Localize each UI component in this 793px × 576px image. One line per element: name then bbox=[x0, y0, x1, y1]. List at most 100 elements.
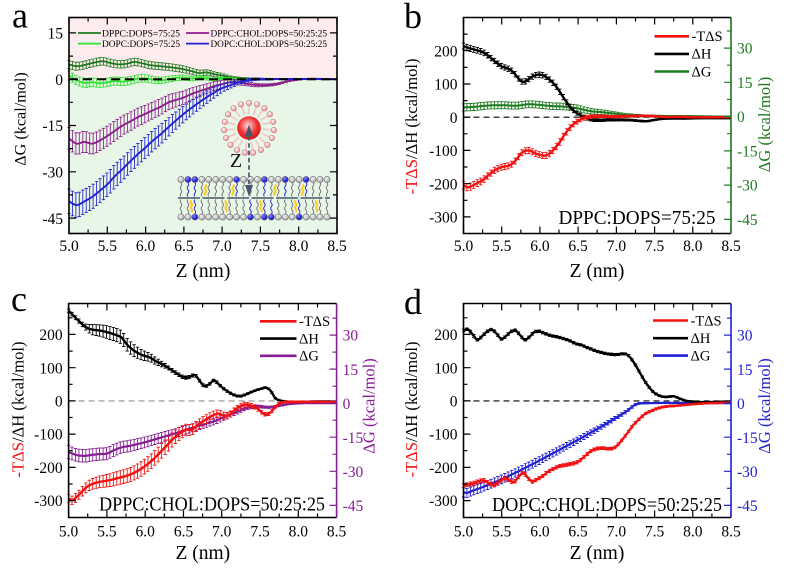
svg-text:8.0: 8.0 bbox=[683, 524, 703, 541]
svg-text:0: 0 bbox=[55, 72, 63, 89]
svg-text:6.5: 6.5 bbox=[568, 524, 588, 541]
svg-text:-300: -300 bbox=[429, 210, 458, 227]
svg-text:7.5: 7.5 bbox=[250, 524, 270, 541]
svg-text:c: c bbox=[11, 279, 27, 319]
svg-text:-30: -30 bbox=[343, 464, 364, 481]
svg-text:-100: -100 bbox=[429, 143, 458, 160]
svg-text:8.0: 8.0 bbox=[683, 238, 703, 255]
svg-text:8.0: 8.0 bbox=[289, 524, 309, 541]
svg-text:30: 30 bbox=[343, 328, 359, 345]
svg-text:-TΔS/ΔH (kcal/mol): -TΔS/ΔH (kcal/mol) bbox=[402, 341, 421, 477]
svg-text:-TΔS/ΔH (kcal/mol): -TΔS/ΔH (kcal/mol) bbox=[402, 58, 421, 194]
svg-text:7.0: 7.0 bbox=[607, 238, 627, 255]
svg-text:5.0: 5.0 bbox=[59, 238, 79, 255]
svg-text:DPPC:CHOL:DOPS=50:25:25: DPPC:CHOL:DOPS=50:25:25 bbox=[99, 495, 325, 516]
svg-text:-200: -200 bbox=[429, 176, 458, 193]
svg-text:-15: -15 bbox=[737, 430, 758, 447]
svg-text:-45: -45 bbox=[42, 211, 63, 228]
svg-text:8.5: 8.5 bbox=[327, 524, 347, 541]
svg-text:Z (nm): Z (nm) bbox=[570, 261, 625, 282]
svg-text:ΔG (kcal/mol): ΔG (kcal/mol) bbox=[755, 77, 774, 172]
svg-text:ΔG (kcal/mol): ΔG (kcal/mol) bbox=[360, 358, 379, 453]
svg-text:d: d bbox=[404, 282, 422, 322]
svg-text:-30: -30 bbox=[737, 464, 758, 481]
svg-text:5.0: 5.0 bbox=[454, 524, 474, 541]
svg-text:DOPC:DOPS=75:25: DOPC:DOPS=75:25 bbox=[102, 39, 180, 50]
svg-text:ΔG (kcal/mol): ΔG (kcal/mol) bbox=[12, 72, 30, 166]
svg-text:15: 15 bbox=[343, 362, 359, 379]
svg-text:7.5: 7.5 bbox=[251, 238, 271, 255]
svg-text:0: 0 bbox=[450, 110, 458, 127]
svg-text:DPPC:DOPS=75:25: DPPC:DOPS=75:25 bbox=[102, 29, 180, 40]
svg-text:ΔH: ΔH bbox=[691, 331, 711, 347]
svg-text:8.5: 8.5 bbox=[327, 238, 347, 255]
svg-text:-45: -45 bbox=[737, 212, 758, 229]
svg-text:6.0: 6.0 bbox=[530, 238, 550, 255]
svg-text:7.5: 7.5 bbox=[645, 524, 665, 541]
svg-text:-15: -15 bbox=[737, 144, 758, 161]
svg-text:DOPC:CHOL:DOPS=50:25:25: DOPC:CHOL:DOPS=50:25:25 bbox=[492, 495, 722, 516]
svg-text:Z: Z bbox=[230, 150, 242, 172]
svg-text:DPPC:CHOL:DOPS=50:25:25: DPPC:CHOL:DOPS=50:25:25 bbox=[211, 29, 328, 40]
svg-text:0: 0 bbox=[737, 396, 745, 413]
svg-text:6.0: 6.0 bbox=[136, 238, 156, 255]
svg-text:200: 200 bbox=[434, 43, 458, 60]
svg-text:30: 30 bbox=[737, 328, 753, 345]
svg-text:5.5: 5.5 bbox=[98, 238, 118, 255]
svg-text:7.5: 7.5 bbox=[645, 238, 665, 255]
svg-text:5.5: 5.5 bbox=[492, 524, 512, 541]
svg-text:-TΔS: -TΔS bbox=[691, 313, 722, 329]
svg-text:-200: -200 bbox=[429, 460, 458, 477]
svg-text:200: 200 bbox=[39, 327, 63, 344]
svg-text:ΔH: ΔH bbox=[299, 331, 319, 347]
svg-text:-45: -45 bbox=[737, 498, 758, 515]
svg-text:5.5: 5.5 bbox=[97, 524, 117, 541]
svg-text:ΔG: ΔG bbox=[692, 64, 712, 80]
svg-text:7.0: 7.0 bbox=[212, 238, 232, 255]
svg-text:ΔG: ΔG bbox=[299, 349, 319, 365]
svg-text:-30: -30 bbox=[737, 178, 758, 195]
svg-text:200: 200 bbox=[434, 327, 458, 344]
svg-text:8.0: 8.0 bbox=[289, 238, 309, 255]
svg-text:-100: -100 bbox=[429, 427, 458, 444]
svg-text:100: 100 bbox=[434, 360, 458, 377]
svg-text:-15: -15 bbox=[42, 118, 63, 135]
svg-text:15: 15 bbox=[737, 362, 753, 379]
svg-text:-15: -15 bbox=[343, 430, 364, 447]
svg-text:a: a bbox=[12, 0, 28, 36]
svg-text:5.5: 5.5 bbox=[492, 238, 512, 255]
svg-text:Z (nm): Z (nm) bbox=[175, 543, 230, 564]
svg-text:30: 30 bbox=[737, 41, 753, 58]
svg-text:6.5: 6.5 bbox=[568, 238, 588, 255]
svg-text:ΔH: ΔH bbox=[692, 47, 712, 63]
svg-text:-45: -45 bbox=[343, 498, 364, 515]
svg-text:6.0: 6.0 bbox=[530, 524, 550, 541]
svg-text:15: 15 bbox=[48, 26, 64, 43]
svg-text:8.5: 8.5 bbox=[721, 524, 741, 541]
svg-text:15: 15 bbox=[737, 75, 753, 92]
svg-text:-100: -100 bbox=[34, 427, 63, 444]
svg-text:-30: -30 bbox=[42, 165, 63, 182]
svg-text:DOPC:CHOL:DOPS=50:25:25: DOPC:CHOL:DOPS=50:25:25 bbox=[211, 39, 328, 50]
svg-text:Z (nm): Z (nm) bbox=[176, 261, 231, 282]
svg-text:0: 0 bbox=[343, 396, 351, 413]
svg-text:-300: -300 bbox=[429, 493, 458, 510]
svg-text:0: 0 bbox=[737, 109, 745, 126]
svg-text:0: 0 bbox=[55, 394, 63, 411]
svg-text:6.0: 6.0 bbox=[136, 524, 156, 541]
svg-text:100: 100 bbox=[39, 360, 63, 377]
svg-text:7.0: 7.0 bbox=[212, 524, 232, 541]
svg-text:Z (nm): Z (nm) bbox=[570, 543, 625, 564]
svg-text:6.5: 6.5 bbox=[174, 524, 194, 541]
svg-text:0: 0 bbox=[450, 394, 458, 411]
svg-text:-300: -300 bbox=[34, 493, 63, 510]
svg-text:-TΔS/ΔH (kcal/mol): -TΔS/ΔH (kcal/mol) bbox=[9, 341, 28, 477]
svg-text:ΔG (kcal/mol): ΔG (kcal/mol) bbox=[755, 358, 774, 453]
svg-text:DPPC:DOPS=75:25: DPPC:DOPS=75:25 bbox=[559, 208, 716, 229]
svg-text:5.0: 5.0 bbox=[454, 238, 474, 255]
svg-text:6.5: 6.5 bbox=[174, 238, 194, 255]
svg-text:7.0: 7.0 bbox=[607, 524, 627, 541]
svg-text:-TΔS: -TΔS bbox=[299, 314, 330, 330]
svg-text:8.5: 8.5 bbox=[721, 238, 741, 255]
svg-text:ΔG: ΔG bbox=[691, 348, 711, 364]
